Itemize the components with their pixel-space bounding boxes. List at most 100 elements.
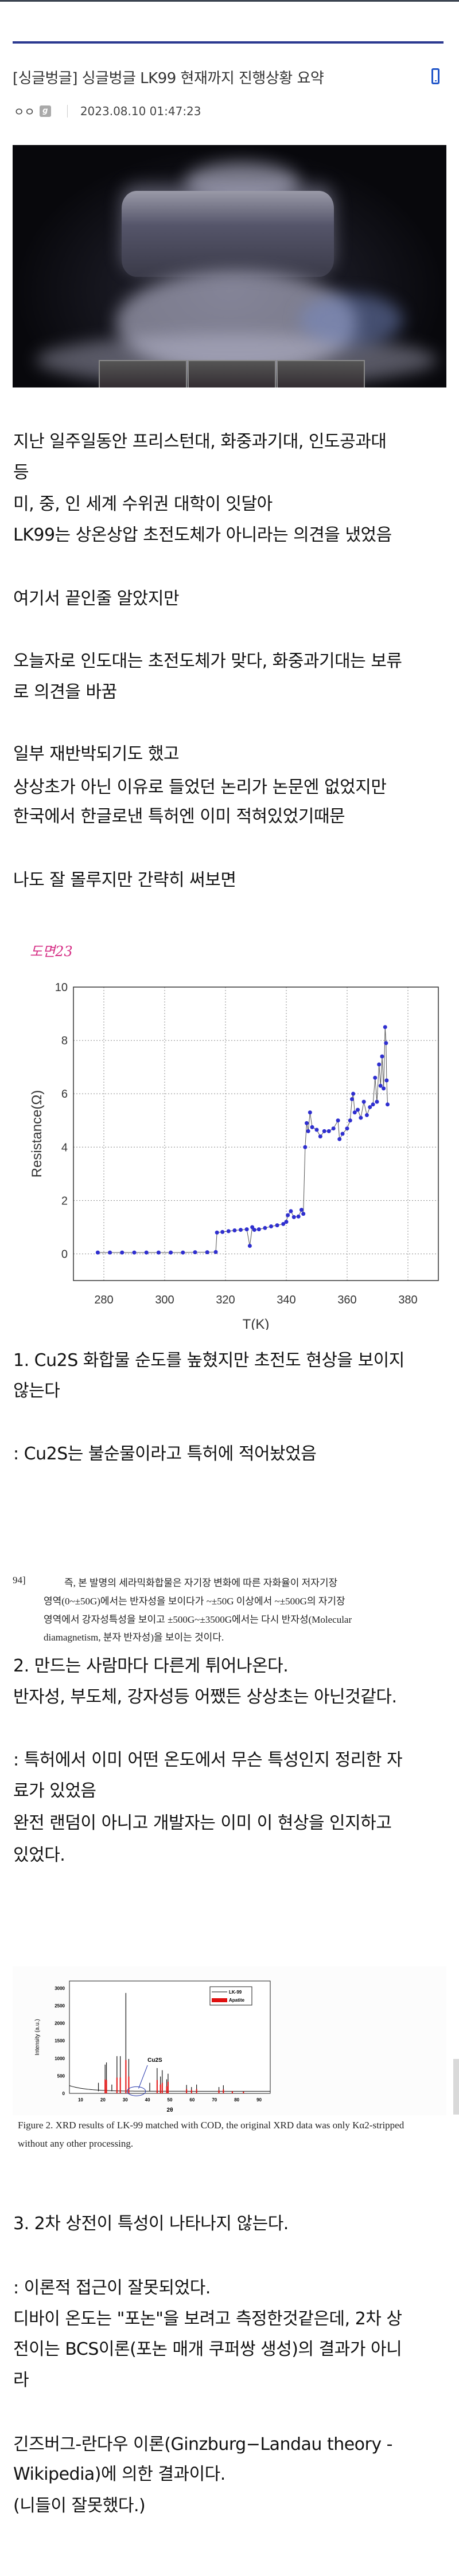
- top-border: [0, 0, 459, 2]
- author-name[interactable]: ㅇㅇ: [14, 105, 35, 119]
- x-tick-label: 70: [212, 2097, 217, 2103]
- data-point: [322, 1129, 326, 1133]
- xrd-chart: 10 20 30 40 50 60 70 80 90 0 500 1000 1500 2000 2500 30…: [13, 1966, 446, 2115]
- data-point: [181, 1250, 185, 1255]
- data-point: [310, 1125, 314, 1129]
- text-line: 지난 일주일동안 프리스턴대, 화중과기대, 인도공과대: [13, 432, 387, 452]
- data-point: [120, 1250, 125, 1255]
- y-tick-label: 2500: [55, 2003, 65, 2009]
- member-badge-icon: g: [39, 105, 51, 117]
- data-point: [331, 1126, 336, 1131]
- data-point: [250, 1225, 255, 1230]
- x-tick-label: 20: [100, 2097, 106, 2103]
- text-line: 미, 중, 인 세계 수위권 대학이 잇달아: [13, 494, 273, 514]
- data-point: [352, 1110, 357, 1115]
- data-point: [226, 1229, 231, 1234]
- data-point: [384, 1041, 388, 1046]
- y-tick-label: 8: [61, 1035, 68, 1047]
- y-tick-label: 0: [63, 2091, 65, 2096]
- text-line: : 이론적 접근이 잘못되었다.: [13, 2278, 211, 2298]
- meta-divider: [67, 104, 68, 118]
- text-line: 등: [13, 463, 29, 483]
- text-line: (니들이 잘못했다.): [13, 2496, 146, 2516]
- annotation-arrow: [138, 2065, 148, 2089]
- data-point: [380, 1054, 384, 1059]
- data-point: [213, 1250, 218, 1254]
- text-line: : 특허에서 이미 어떤 온도에서 무슨 특성인지 정리한 자: [13, 1750, 403, 1770]
- data-point: [382, 1086, 386, 1091]
- data-point: [383, 1025, 387, 1029]
- data-point: [239, 1228, 243, 1232]
- patent-paragraph-number: 94]: [13, 1575, 26, 1585]
- y-tick-label: 1500: [55, 2038, 65, 2043]
- y-tick-label: 1000: [55, 2056, 65, 2061]
- scrollbar-thumb[interactable]: [453, 2059, 459, 2115]
- series-line: [98, 1027, 388, 1253]
- mobile-icon: [431, 68, 439, 84]
- data-point: [281, 1222, 286, 1226]
- patent-line: 영역(0~±50G)에서는 반자성을 보이다가 ~±50G 이상에서 ~±500…: [44, 1596, 345, 1607]
- resistance-chart: 280 300 320 340 360 380 0 2 4 6 8 10 T(K) Resistance(…: [29, 981, 439, 1330]
- data-point: [108, 1250, 112, 1255]
- data-point: [359, 1115, 363, 1120]
- text-line: 여기서 끝인줄 알았지만: [13, 589, 180, 609]
- cu2s-highlight: [127, 2086, 146, 2096]
- data-point: [286, 1213, 290, 1217]
- post-title: [싱글벙글] 싱글벙글 LK99 현재까지 진행상황 요약: [13, 70, 324, 87]
- x-tick-label: 90: [256, 2097, 262, 2103]
- data-point: [318, 1134, 322, 1139]
- data-point: [384, 1078, 389, 1083]
- data-point: [144, 1250, 149, 1255]
- data-point: [132, 1250, 137, 1255]
- x-tick-label: 30: [123, 2097, 128, 2103]
- data-point: [296, 1214, 301, 1219]
- data-point: [291, 1215, 296, 1219]
- y-tick-label: 0: [61, 1248, 68, 1260]
- data-point: [269, 1224, 273, 1229]
- x-tick-label: 40: [145, 2097, 150, 2103]
- x-tick-label: 320: [216, 1294, 235, 1306]
- patent-line: diamagnetism, 분자 반자성)을 보이는 것이다.: [44, 1632, 224, 1643]
- data-point: [156, 1250, 161, 1255]
- data-point: [252, 1228, 256, 1232]
- text-line: 3. 2차 상전이 특성이 나타나지 않는다.: [13, 2214, 289, 2234]
- x-tick-label: 340: [277, 1294, 295, 1306]
- figure-label: 도면23: [30, 944, 73, 960]
- y-tick-label: 500: [57, 2073, 65, 2078]
- x-axis-label: T(K): [243, 1317, 270, 1330]
- patent-line: 영역에서 강자성특성을 보이고 ±500G~±3500G에서는 다시 반자성(M…: [44, 1614, 352, 1625]
- data-point: [314, 1128, 319, 1132]
- data-point: [378, 1083, 383, 1088]
- text-line: 않는다: [13, 1381, 60, 1401]
- text-line: 있었다.: [13, 1845, 65, 1865]
- x-tick-label: 360: [337, 1294, 356, 1306]
- data-point: [275, 1223, 279, 1228]
- text-line: 반자성, 부도체, 강자성등 어쨌든 상상초는 아닌것같다.: [13, 1687, 397, 1707]
- legend-label: LK-99: [229, 1990, 242, 1995]
- data-point: [284, 1220, 289, 1224]
- x-tick-label: 300: [155, 1294, 174, 1306]
- post-meta: ㅇㅇ g 2023.08.10 01:47:23: [14, 103, 201, 119]
- text-line: 로 의견을 바꿈: [13, 682, 117, 702]
- data-point: [368, 1105, 372, 1109]
- y-tick-label: 6: [61, 1088, 68, 1101]
- text-line: 오늘자로 인도대는 초전도체가 맞다, 화중과기대는 보류: [13, 651, 402, 671]
- patent-line: 즉, 본 발명의 세라믹화합물은 자기장 변화에 따른 자화율이 저자기장: [64, 1577, 338, 1588]
- text-line: 료가 있었음: [13, 1781, 96, 1801]
- y-axis-label: Intensity (a.u.): [34, 2019, 41, 2055]
- data-point: [205, 1250, 209, 1255]
- figure-caption-line: without any other processing.: [18, 2138, 134, 2149]
- data-point: [256, 1227, 261, 1232]
- data-point: [348, 1118, 352, 1123]
- y-tick-label: 4: [61, 1141, 68, 1154]
- data-point: [349, 1097, 354, 1101]
- x-tick-label: 50: [168, 2097, 173, 2103]
- legend-swatch-apatite: [212, 1998, 227, 2002]
- data-point: [232, 1228, 237, 1232]
- data-point: [193, 1250, 197, 1255]
- data-point: [215, 1230, 219, 1235]
- legend-label: Apatite: [229, 1998, 245, 2003]
- x-tick-label: 10: [78, 2097, 83, 2103]
- data-point: [306, 1129, 310, 1133]
- figure-caption-line: Figure 2. XRD results of LK-99 matched w…: [18, 2120, 404, 2131]
